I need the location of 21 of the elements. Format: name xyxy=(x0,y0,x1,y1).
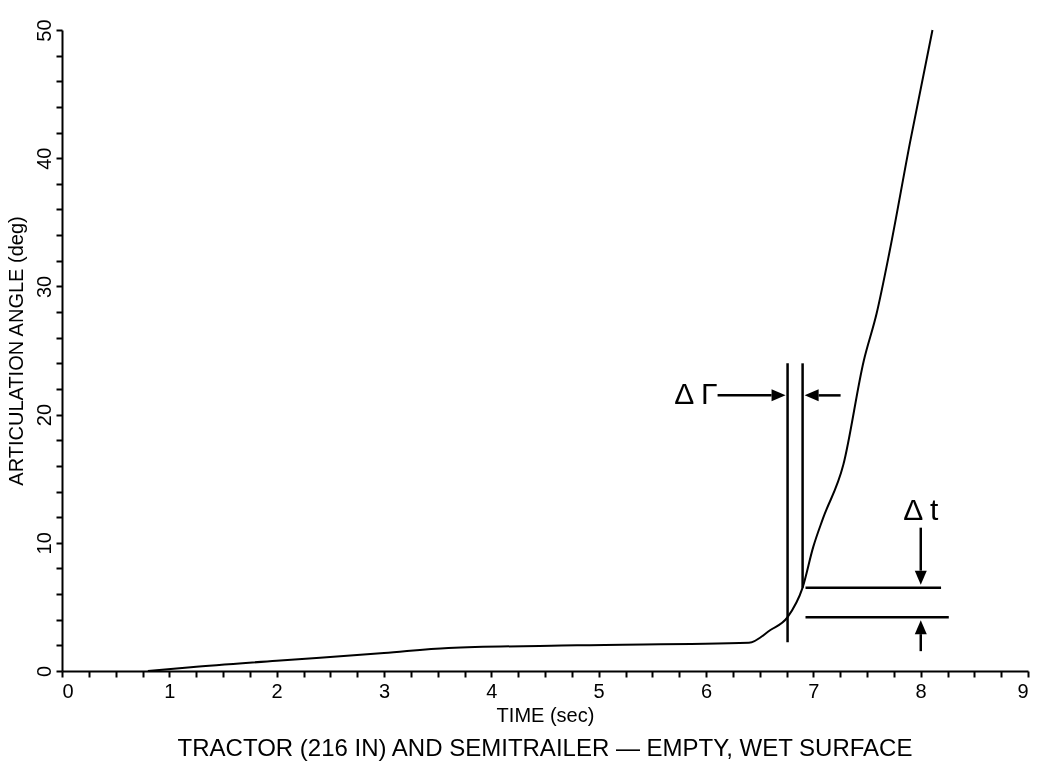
text: TRACTOR (216 IN) AND SEMITRAILER — EMPTY, WET SURFACE xyxy=(177,734,913,761)
x-tick-label: 6 xyxy=(700,679,713,702)
y-axis-title: ARTICULATION ANGLE (deg) xyxy=(4,216,27,486)
x-tick-label: 0 xyxy=(62,679,74,702)
y-tick-label: 10 xyxy=(32,532,55,555)
annotation: Δ Γ xyxy=(674,377,718,411)
y-tick-label: 20 xyxy=(32,403,55,427)
x-axis-title: TIME (sec) xyxy=(496,703,595,726)
y-tick-label: 30 xyxy=(32,275,55,299)
x-tick-label: 8 xyxy=(915,679,927,702)
x-tick-label: 1 xyxy=(164,679,176,702)
x-tick-label: 4 xyxy=(486,679,498,702)
x-tick-label: 3 xyxy=(378,679,391,702)
y-tick-label: 0 xyxy=(32,665,55,678)
annotation: Δ t xyxy=(903,492,939,526)
y-tick-label: 40 xyxy=(32,147,55,170)
x-tick-label: 2 xyxy=(271,679,283,702)
x-tick-label: 9 xyxy=(1017,679,1029,702)
x-tick-label: 5 xyxy=(593,679,605,702)
y-tick-label: 50 xyxy=(32,19,55,42)
x-tick-label: 7 xyxy=(808,679,820,702)
